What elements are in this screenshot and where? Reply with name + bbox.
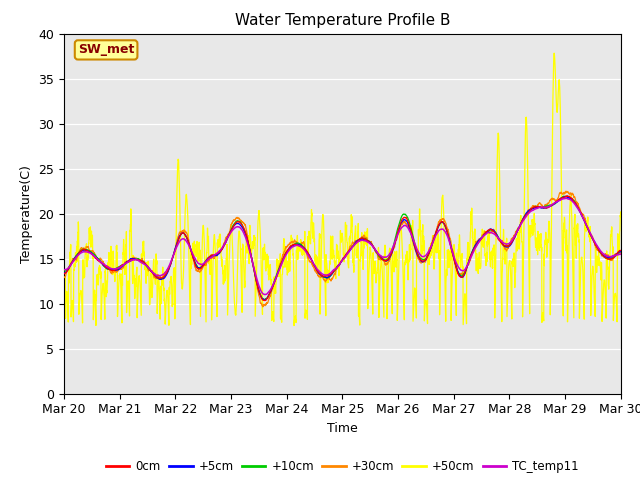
+50cm [274, 262, 282, 267]
+30cm [124, 259, 131, 265]
+30cm [259, 304, 267, 310]
Line: TC_temp11: TC_temp11 [64, 198, 621, 295]
Line: +10cm: +10cm [64, 196, 621, 300]
+30cm [617, 250, 625, 255]
+5cm [260, 297, 268, 303]
+30cm [60, 275, 68, 280]
+10cm [274, 269, 282, 275]
+5cm [617, 249, 625, 254]
TC_temp11 [157, 273, 164, 278]
+5cm [274, 270, 282, 276]
TC_temp11 [606, 254, 614, 260]
+50cm [290, 323, 298, 328]
0cm [298, 244, 306, 250]
+10cm [546, 202, 554, 208]
+5cm [606, 254, 614, 260]
+10cm [157, 276, 164, 282]
TC_temp11 [124, 259, 131, 265]
X-axis label: Time: Time [327, 422, 358, 435]
TC_temp11 [546, 203, 554, 209]
+50cm [606, 247, 614, 253]
+30cm [157, 275, 164, 281]
+10cm [60, 268, 68, 274]
+30cm [606, 257, 614, 263]
Line: +5cm: +5cm [64, 196, 621, 300]
+50cm [617, 212, 625, 217]
+50cm [157, 285, 164, 291]
0cm [617, 248, 625, 253]
Text: SW_met: SW_met [78, 43, 134, 56]
+5cm [298, 243, 306, 249]
+30cm [298, 240, 306, 246]
0cm [157, 275, 164, 281]
+10cm [298, 242, 306, 248]
+10cm [260, 297, 268, 302]
+30cm [546, 198, 554, 204]
0cm [274, 271, 282, 276]
+50cm [298, 252, 306, 257]
+5cm [157, 276, 164, 282]
Line: 0cm: 0cm [64, 196, 621, 300]
+10cm [617, 248, 625, 254]
+10cm [606, 255, 614, 261]
0cm [546, 203, 554, 209]
Title: Water Temperature Profile B: Water Temperature Profile B [235, 13, 450, 28]
+50cm [546, 239, 554, 245]
Line: +50cm: +50cm [64, 53, 621, 325]
+30cm [562, 188, 570, 194]
+5cm [546, 204, 554, 209]
TC_temp11 [563, 195, 570, 201]
+5cm [60, 270, 68, 276]
0cm [60, 271, 68, 276]
TC_temp11 [298, 244, 306, 250]
+30cm [274, 269, 282, 275]
0cm [606, 256, 614, 262]
0cm [261, 298, 269, 303]
+10cm [124, 259, 131, 265]
+5cm [124, 259, 131, 264]
+5cm [561, 193, 569, 199]
TC_temp11 [261, 292, 269, 298]
+50cm [550, 50, 558, 56]
+10cm [562, 193, 570, 199]
Line: +30cm: +30cm [64, 191, 621, 307]
+50cm [124, 283, 131, 288]
TC_temp11 [274, 271, 282, 276]
+50cm [60, 267, 68, 273]
TC_temp11 [617, 252, 625, 257]
TC_temp11 [60, 267, 68, 273]
0cm [124, 259, 131, 264]
0cm [564, 193, 572, 199]
Y-axis label: Temperature(C): Temperature(C) [20, 165, 33, 263]
Legend: 0cm, +5cm, +10cm, +30cm, +50cm, TC_temp11: 0cm, +5cm, +10cm, +30cm, +50cm, TC_temp1… [101, 455, 584, 478]
